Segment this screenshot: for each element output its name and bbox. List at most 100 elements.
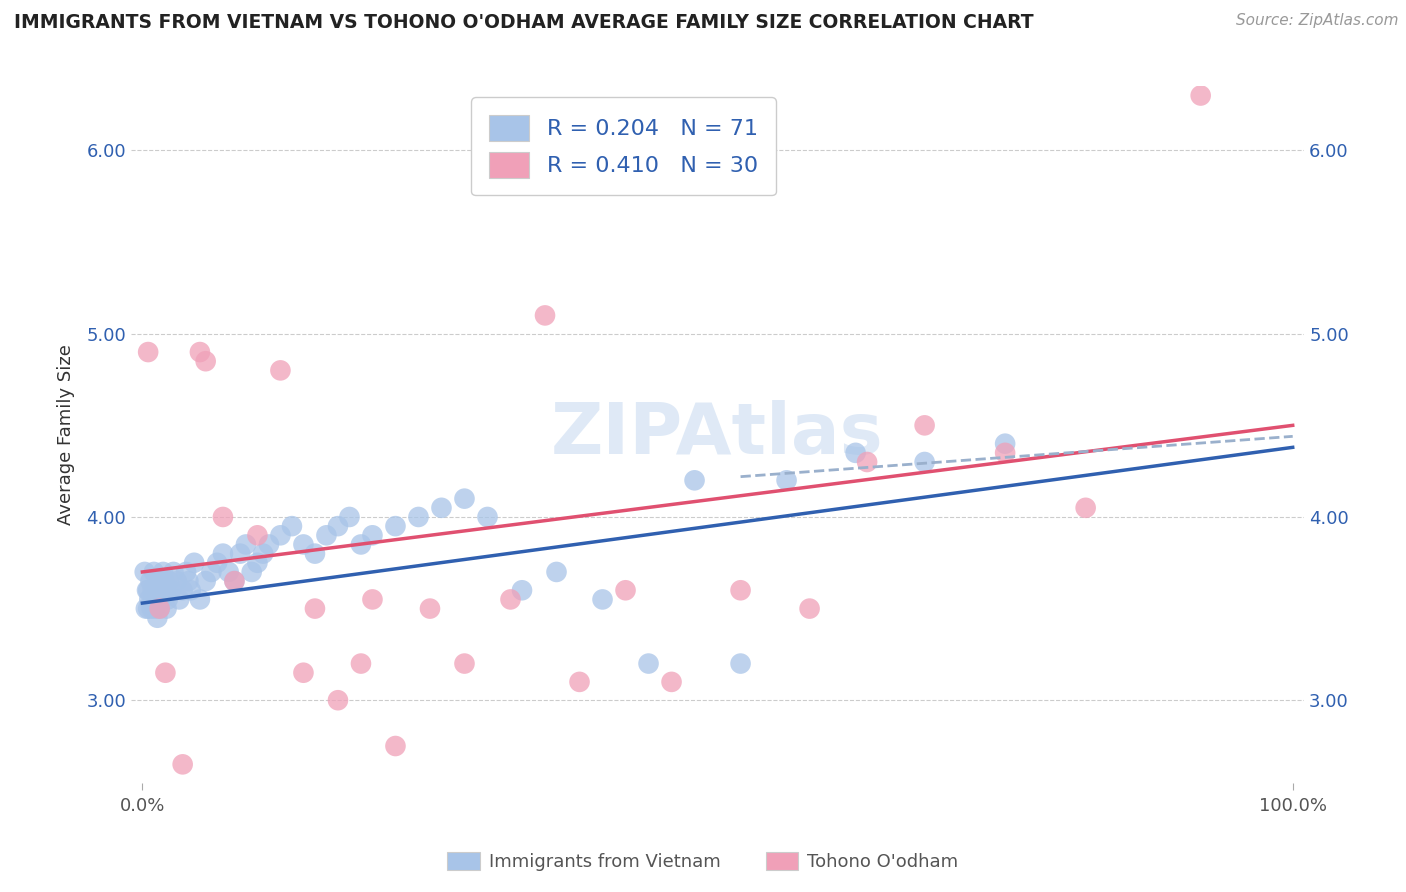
Point — [194, 574, 217, 588]
Point — [150, 592, 173, 607]
Point — [143, 601, 166, 615]
Point — [845, 446, 868, 460]
Point — [257, 537, 280, 551]
Point — [408, 510, 430, 524]
Point — [156, 592, 179, 607]
Point — [194, 354, 217, 368]
Point — [730, 657, 752, 671]
Point — [339, 510, 361, 524]
Point — [134, 565, 156, 579]
Point — [135, 601, 157, 615]
Point — [546, 565, 568, 579]
Point — [326, 693, 349, 707]
Point — [166, 574, 188, 588]
Point — [149, 574, 172, 588]
Point — [730, 583, 752, 598]
Legend: R = 0.204   N = 71, R = 0.410   N = 30: R = 0.204 N = 71, R = 0.410 N = 30 — [471, 97, 776, 195]
Point — [304, 547, 326, 561]
Point — [856, 455, 879, 469]
Point — [384, 739, 406, 753]
Point — [361, 528, 384, 542]
Point — [145, 583, 167, 598]
Point — [510, 583, 533, 598]
Point — [246, 556, 269, 570]
Point — [172, 583, 194, 598]
Point — [914, 418, 936, 433]
Point — [304, 601, 326, 615]
Point — [477, 510, 499, 524]
Point — [212, 547, 235, 561]
Point — [235, 537, 257, 551]
Point — [136, 601, 159, 615]
Point — [914, 455, 936, 469]
Point — [315, 528, 337, 542]
Point — [292, 665, 315, 680]
Point — [326, 519, 349, 533]
Point — [153, 574, 176, 588]
Point — [183, 556, 205, 570]
Point — [1074, 500, 1097, 515]
Point — [149, 583, 172, 598]
Point — [136, 583, 159, 598]
Point — [350, 537, 373, 551]
Point — [269, 363, 291, 377]
Point — [419, 601, 441, 615]
Point — [453, 657, 475, 671]
Point — [384, 519, 406, 533]
Point — [683, 473, 706, 487]
Point — [177, 574, 200, 588]
Point — [141, 601, 163, 615]
Point — [162, 565, 184, 579]
Point — [775, 473, 797, 487]
Point — [661, 674, 683, 689]
Point — [568, 674, 591, 689]
Point — [155, 665, 177, 680]
Point — [994, 446, 1017, 460]
Point — [136, 345, 159, 359]
Point — [246, 528, 269, 542]
Point — [229, 547, 252, 561]
Point — [160, 583, 183, 598]
Point — [180, 583, 202, 598]
Point — [148, 592, 170, 607]
Point — [292, 537, 315, 551]
Point — [149, 601, 172, 615]
Point — [361, 592, 384, 607]
Point — [240, 565, 263, 579]
Point — [499, 592, 522, 607]
Legend: Immigrants from Vietnam, Tohono O'odham: Immigrants from Vietnam, Tohono O'odham — [440, 845, 966, 879]
Point — [136, 583, 159, 598]
Point — [149, 601, 172, 615]
Point — [453, 491, 475, 506]
Point — [1189, 88, 1212, 103]
Point — [157, 574, 180, 588]
Point — [799, 601, 821, 615]
Point — [218, 565, 240, 579]
Text: IMMIGRANTS FROM VIETNAM VS TOHONO O'ODHAM AVERAGE FAMILY SIZE CORRELATION CHART: IMMIGRANTS FROM VIETNAM VS TOHONO O'ODHA… — [14, 13, 1033, 32]
Point — [155, 583, 177, 598]
Point — [138, 592, 160, 607]
Point — [152, 565, 174, 579]
Point — [155, 601, 177, 615]
Point — [534, 309, 557, 323]
Point — [224, 574, 246, 588]
Y-axis label: Average Family Size: Average Family Size — [58, 344, 75, 525]
Point — [142, 565, 165, 579]
Point — [224, 574, 246, 588]
Text: ZIPAtlas: ZIPAtlas — [551, 400, 884, 469]
Point — [994, 436, 1017, 450]
Point — [188, 345, 211, 359]
Point — [172, 757, 194, 772]
Text: Source: ZipAtlas.com: Source: ZipAtlas.com — [1236, 13, 1399, 29]
Point — [212, 510, 235, 524]
Point — [142, 583, 165, 598]
Point — [592, 592, 614, 607]
Point — [205, 556, 228, 570]
Point — [281, 519, 304, 533]
Point — [174, 565, 197, 579]
Point — [200, 565, 222, 579]
Point — [350, 657, 373, 671]
Point — [146, 611, 169, 625]
Point — [167, 592, 190, 607]
Point — [252, 547, 274, 561]
